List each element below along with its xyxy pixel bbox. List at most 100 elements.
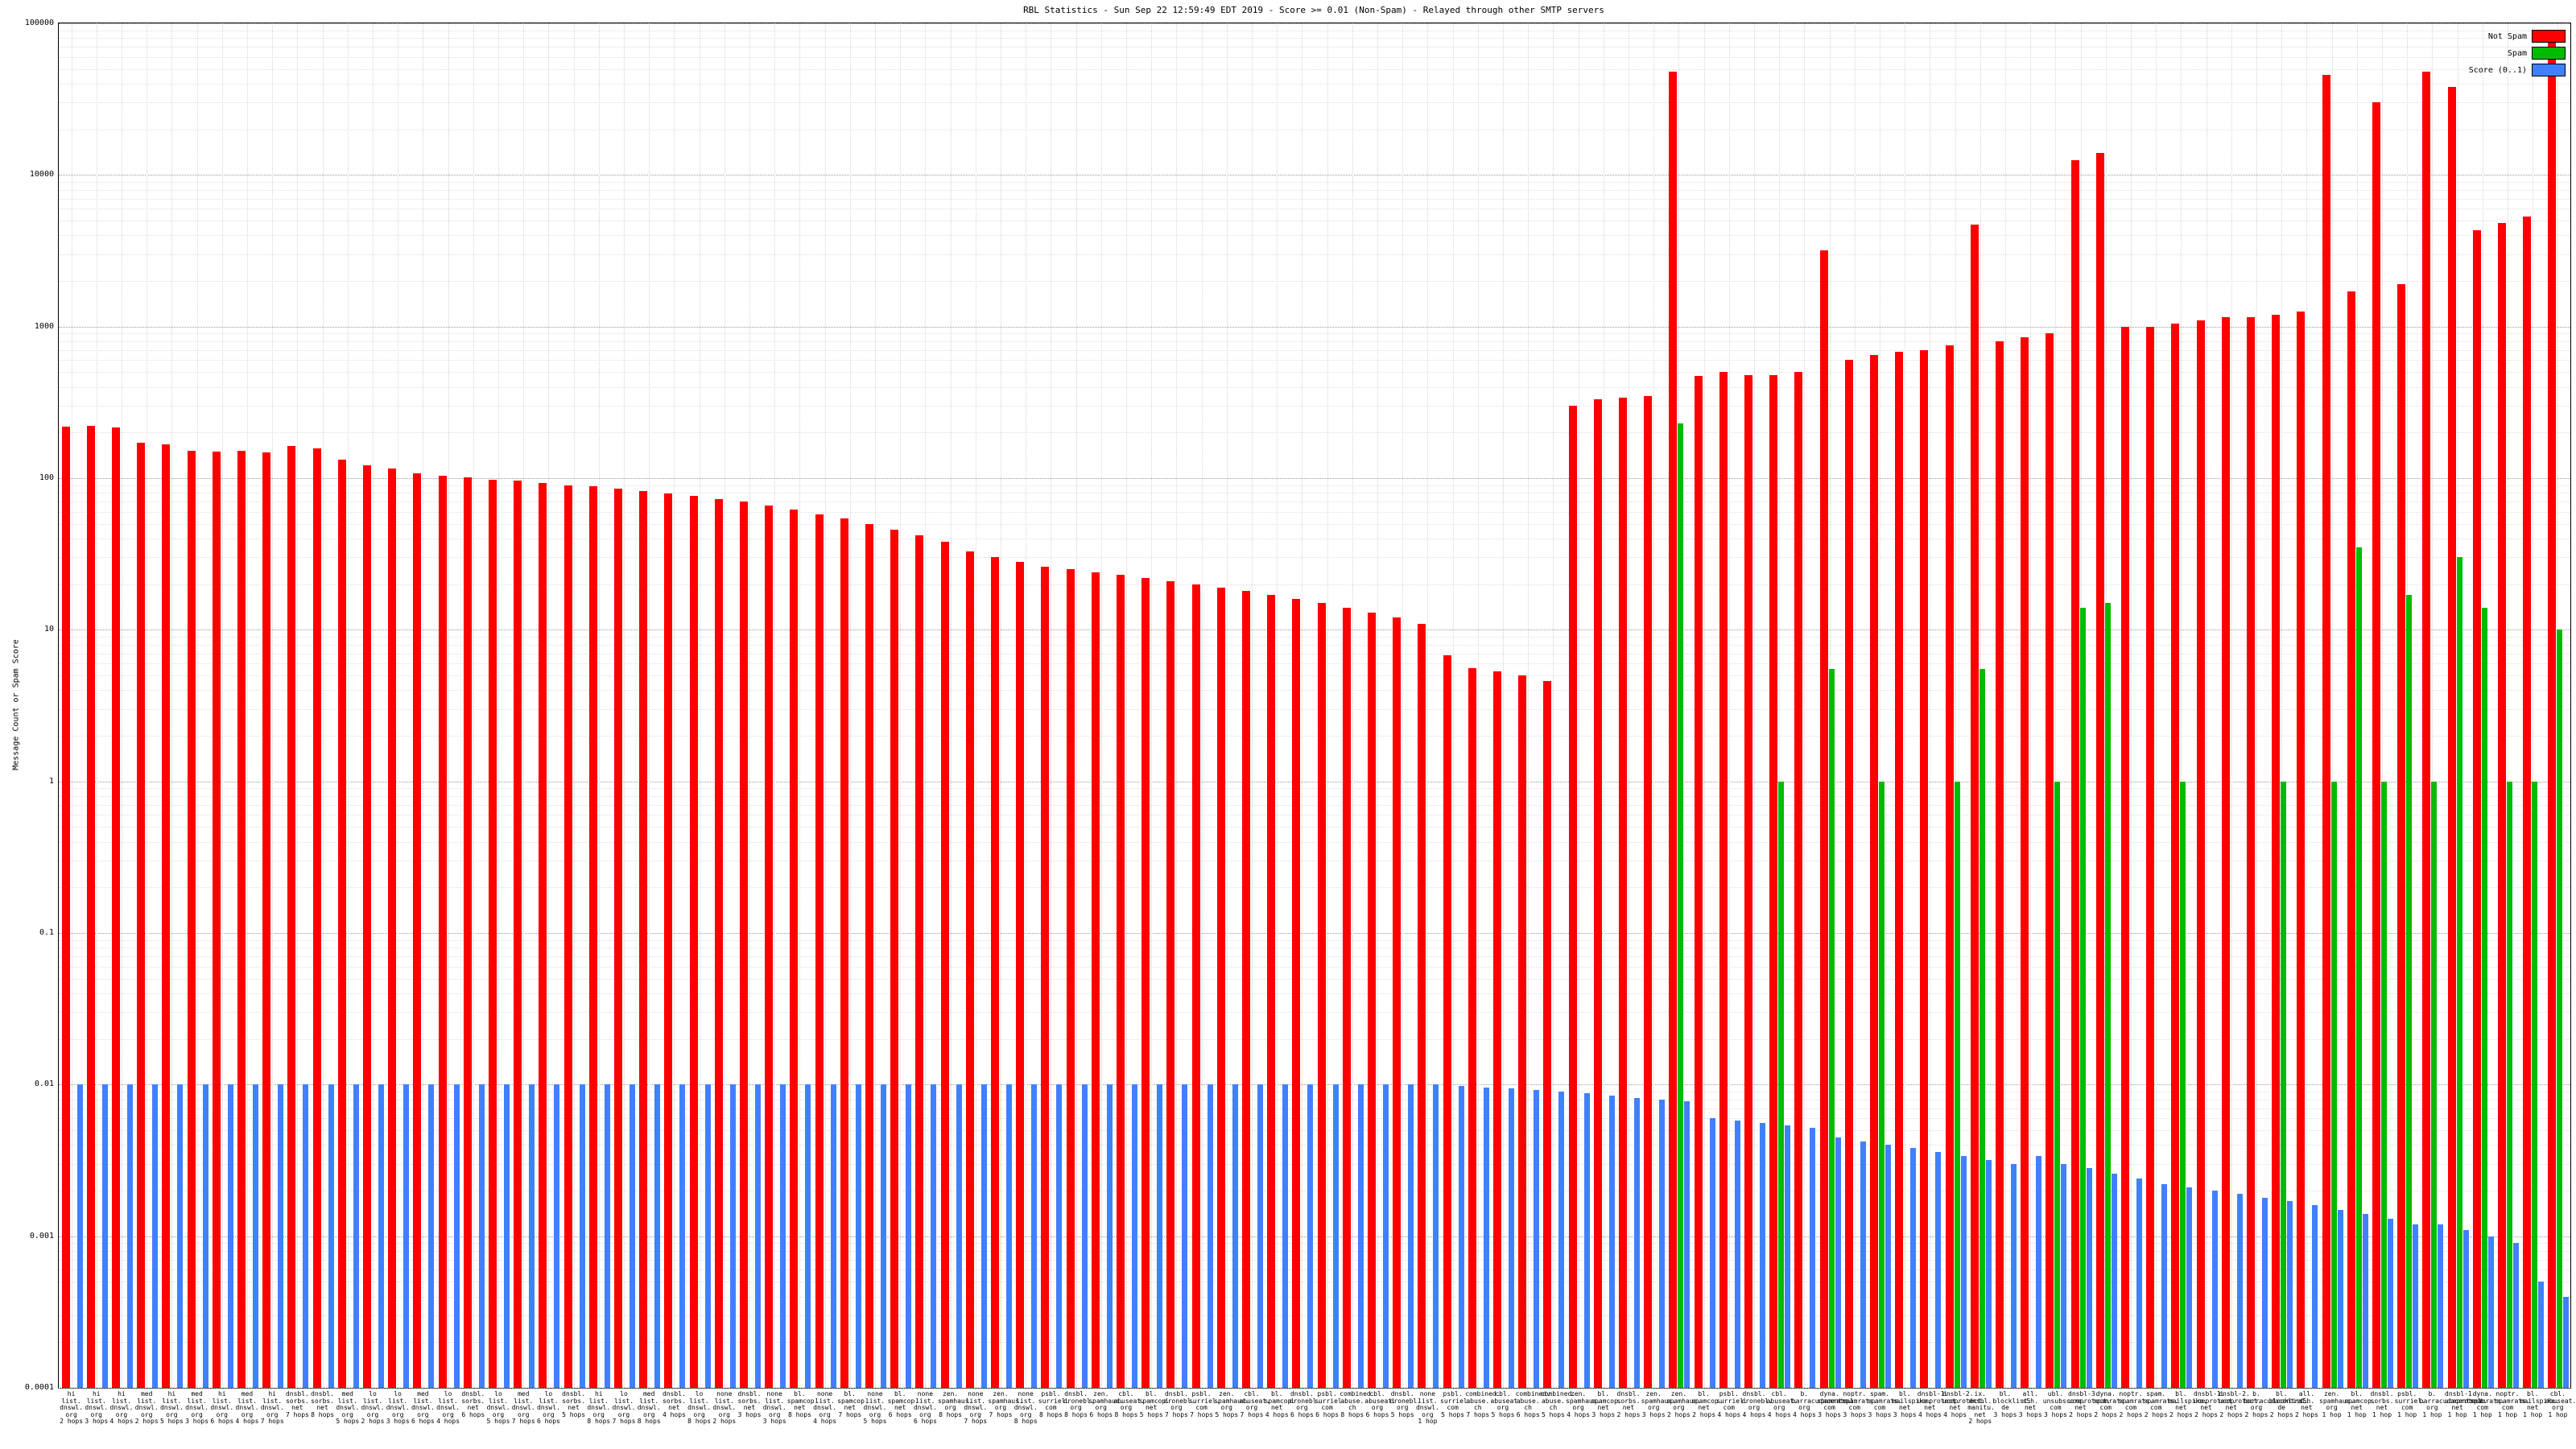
bar-not-spam [965, 551, 974, 1388]
x-axis-label-line: 2 hops [2094, 1410, 2118, 1418]
x-axis-label: spam. spamrats. com 3 hops [1867, 1390, 1901, 1418]
bar-not-spam [1593, 399, 1602, 1388]
y-tick-label: 100000 [24, 19, 54, 27]
x-axis-label-line: 3 hops [1641, 1410, 1666, 1418]
bar-score-0-1 [1960, 1155, 1967, 1388]
grid-line-minor [59, 1038, 2570, 1040]
bar-spam [2481, 607, 2487, 1388]
x-axis-label: dnsbl. dronebl. org 7 hops [1164, 1390, 1195, 1418]
x-axis-label-line: 4 hops [1792, 1410, 1816, 1418]
x-axis-label: b. barracudacentral. org 1 hop [2420, 1390, 2486, 1418]
x-axis-label: med list. dnswl. org 4 hops [234, 1390, 259, 1426]
grid-line-vertical [1528, 23, 1530, 1388]
bar-not-spam [1317, 603, 1326, 1388]
x-axis-label-line: org [492, 1410, 505, 1418]
x-axis-label-line: 8 hops [1013, 1418, 1038, 1425]
bar-spam [2507, 781, 2512, 1388]
x-axis-label-line: 3 hops [1843, 1410, 1867, 1418]
x-axis-label-line: org [2326, 1404, 2338, 1411]
bar-score-0-1 [152, 1084, 159, 1388]
x-axis-label-line: 1 hop [2372, 1410, 2392, 1418]
x-axis-label-line: hi [167, 1390, 176, 1397]
x-axis-label-line: dnswl. [762, 1404, 786, 1411]
x-axis-label-line: sorbs. [285, 1397, 309, 1405]
bar-score-0-1 [253, 1084, 258, 1388]
x-axis-label-line: noptr. [2496, 1390, 2520, 1397]
bar-not-spam [1895, 352, 1904, 1388]
bar-not-spam [1844, 360, 1853, 1388]
x-axis-label-line: psbl. [1443, 1390, 1463, 1397]
x-axis-label-line: 7 hops [1164, 1410, 1188, 1418]
x-axis-label-line: dnswl. [964, 1404, 988, 1411]
x-axis-label: dnsbl-1. uceprotect. net 4 hops [1918, 1390, 1960, 1418]
bar-score-0-1 [1810, 1127, 1816, 1388]
x-axis-label-line: dnsbl. [662, 1390, 686, 1397]
x-axis-label-line: med [417, 1390, 429, 1397]
grid-line-vertical [1703, 23, 1705, 1388]
x-axis-label-line: dnsbl. [1390, 1390, 1414, 1397]
x-axis-label-line: org [366, 1410, 379, 1418]
x-axis-label-line: org [166, 1410, 178, 1418]
x-axis-label-line: spamhaus. [1214, 1397, 1249, 1405]
x-axis-label: dnsbl. sorbs. net 5 hops [561, 1390, 586, 1418]
grid-line-vertical [2055, 23, 2057, 1388]
x-axis-label-line: bl. [894, 1390, 906, 1397]
x-axis-label-line: dnswl. [637, 1404, 661, 1411]
x-axis-label-line: cbl. [1369, 1390, 1385, 1397]
x-axis-label-line: bl. [794, 1390, 806, 1397]
x-axis-label-line: com [2149, 1404, 2162, 1411]
bar-score-0-1 [1031, 1084, 1038, 1388]
grid-line-major [59, 933, 2570, 934]
x-axis-label-line: list. [438, 1397, 458, 1405]
x-axis-label-line: dnsbl. [1290, 1390, 1314, 1397]
x-axis-label-line: 3 hops [1818, 1410, 1842, 1418]
x-axis-label-line: org [2552, 1404, 2564, 1411]
grid-line-minor [59, 189, 2570, 191]
x-axis-label: dnsbl-2. uceprotect. net 4 hops [1942, 1390, 1985, 1418]
grid-line-minor [59, 690, 2570, 691]
bar-not-spam [1267, 594, 1276, 1388]
x-axis-label-line: 6 hops [411, 1418, 435, 1425]
x-axis-label-line: dyna. [2472, 1390, 2492, 1397]
bar-not-spam [2548, 38, 2557, 1388]
bar-score-0-1 [1307, 1084, 1314, 1388]
x-axis-label-line: mailspike. [2168, 1397, 2207, 1405]
bar-not-spam [1543, 680, 1552, 1388]
x-axis-label-line: 5 hops [1441, 1410, 1465, 1418]
x-axis-label-line: abuseat. [2545, 1397, 2576, 1405]
bar-spam [2431, 781, 2438, 1388]
x-axis-label-line: spamrats. [2143, 1397, 2178, 1405]
legend-swatch-not-spam [2532, 30, 2566, 43]
x-axis-label-line: dnsbl. [1164, 1390, 1188, 1397]
x-axis-label-line: list. [61, 1397, 81, 1405]
x-axis-label: bl. blocklist. de 2 hops [2269, 1390, 2308, 1418]
bar-score-0-1 [1760, 1122, 1765, 1388]
x-axis-label: ubl. unsubscore. com 3 hops [2043, 1390, 2086, 1418]
x-axis-label-line: psbl. [1191, 1390, 1212, 1397]
x-axis-label: zen. spamhaus. org 6 hops [1088, 1390, 1123, 1418]
x-axis-label-line: b. [1800, 1390, 1809, 1397]
x-axis-label: cbl. abuseat. org 1 hop [2545, 1390, 2576, 1418]
grid-line-vertical [799, 23, 801, 1388]
x-axis-label: hi list. dnswl. org 5 hops [159, 1390, 184, 1426]
x-axis-label-line: org [994, 1404, 1007, 1411]
x-axis-label-line: org [1120, 1404, 1133, 1411]
x-axis-label-line: 1 hop [2347, 1410, 2367, 1418]
x-axis-label-line: surriel. [1716, 1397, 1748, 1405]
x-axis-label-line: 7 hops [838, 1410, 862, 1418]
bar-score-0-1 [1056, 1084, 1063, 1388]
grid-line-minor [59, 966, 2570, 968]
bar-score-0-1 [428, 1084, 435, 1388]
x-axis-label-line: de [2001, 1404, 2009, 1411]
grid-line-vertical [2432, 23, 2434, 1388]
x-axis-label-line: dnsbl. [737, 1390, 762, 1397]
x-axis-label-line: net [1949, 1404, 1961, 1411]
x-axis-label: zen. spamhaus. org 7 hops [988, 1390, 1022, 1418]
x-axis-label: b. barracudacentral. org 2 hops [2244, 1390, 2310, 1418]
x-axis-label-line: 5 hops [863, 1418, 887, 1425]
bar-not-spam [1141, 577, 1150, 1388]
x-axis-label-line: net [894, 1404, 906, 1411]
grid-line-minor [59, 827, 2570, 828]
x-axis-label-line: net [1974, 1410, 1986, 1418]
x-axis-label-line: surriel. [1038, 1397, 1070, 1405]
